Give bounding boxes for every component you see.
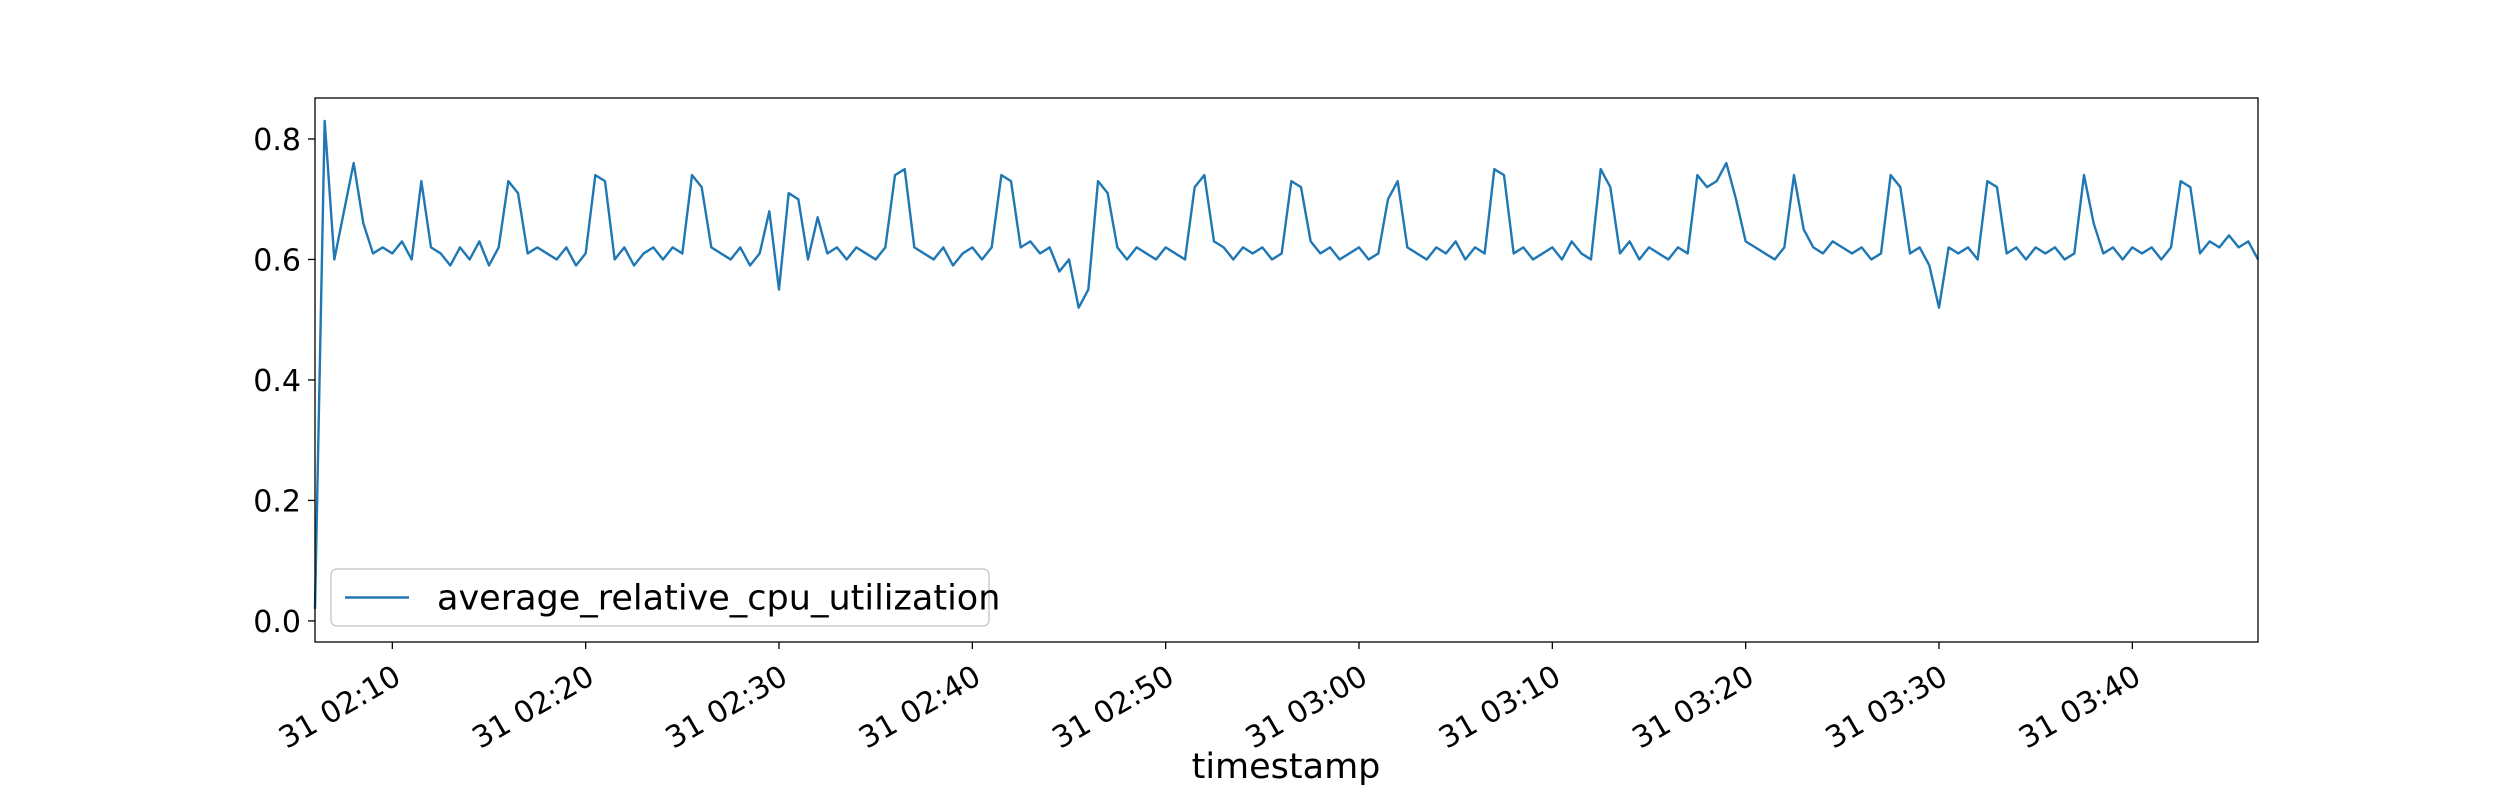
x-tick-label: 31 03:40	[2013, 659, 2147, 756]
x-tick-label: 31 02:50	[1046, 659, 1180, 756]
plot-frame	[314, 97, 2259, 643]
x-tick-label: 31 02:10	[273, 659, 407, 756]
x-tick-label: 31 03:10	[1433, 659, 1567, 756]
x-axis-label: timestamp	[1192, 747, 1381, 787]
legend: average_relative_cpu_utilization	[330, 568, 1000, 627]
legend-label: average_relative_cpu_utilization	[437, 579, 1000, 619]
x-tick-label: 31 03:30	[1820, 659, 1954, 756]
x-tick-label: 31 03:20	[1626, 659, 1760, 756]
y-tick-label: 0.4	[253, 364, 301, 399]
y-tick-label: 0.8	[253, 123, 301, 158]
x-tick-label: 31 02:30	[660, 659, 794, 756]
y-tick-label: 0.0	[253, 605, 301, 640]
y-tick-label: 0.2	[253, 484, 301, 519]
legend-frame	[330, 568, 990, 627]
x-tick-label: 31 02:40	[853, 659, 987, 756]
data-line	[313, 119, 2260, 609]
y-tick-label: 0.6	[253, 243, 301, 278]
x-tick-label: 31 02:20	[466, 659, 600, 756]
x-tick-label: 31 03:00	[1240, 659, 1374, 756]
